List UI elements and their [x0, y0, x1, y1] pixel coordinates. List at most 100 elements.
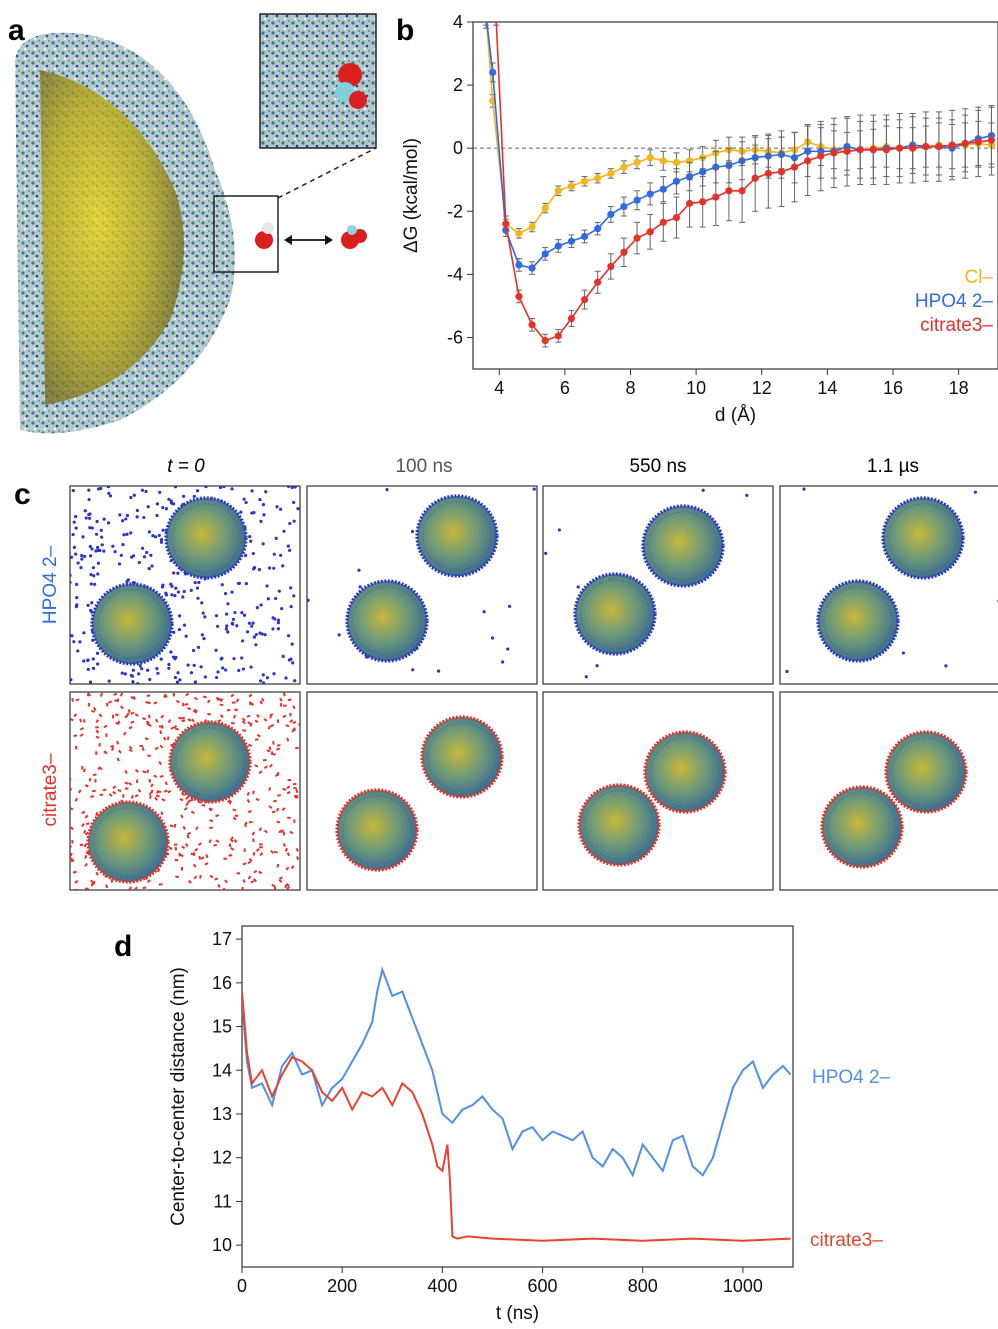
free-ion [276, 719, 280, 723]
free-ion [70, 786, 73, 791]
free-ion [90, 795, 95, 798]
y-tick-label: 10 [212, 1235, 232, 1255]
free-ion [174, 858, 179, 862]
free-ion [270, 849, 274, 854]
free-ion [71, 532, 75, 537]
free-ion [250, 701, 255, 706]
data-point [764, 169, 772, 178]
free-ion [251, 831, 256, 836]
free-ion [576, 585, 580, 589]
free-ion [164, 507, 168, 511]
plot-area [483, 22, 996, 348]
data-point [856, 146, 864, 154]
free-ion [231, 722, 235, 725]
series-2 [492, 22, 996, 348]
free-ion [95, 871, 99, 876]
free-ion [181, 792, 186, 796]
free-ion [98, 742, 102, 747]
free-ion [279, 697, 283, 702]
free-ion [248, 858, 253, 862]
free-ion [246, 798, 251, 803]
free-ion [148, 791, 153, 796]
free-ion [214, 648, 218, 652]
y-tick-label: 13 [212, 1104, 232, 1124]
free-ion [90, 601, 94, 605]
free-ion [186, 834, 190, 839]
free-ion [282, 843, 286, 848]
nanoparticle-ligands-0 [171, 503, 241, 573]
free-ion [100, 535, 104, 539]
free-ion [100, 543, 104, 547]
free-ion [71, 697, 74, 702]
free-ion [134, 713, 139, 717]
free-ion [72, 520, 76, 524]
free-ion [248, 701, 252, 706]
free-ion [141, 546, 145, 550]
free-ion [235, 698, 240, 703]
data-point [528, 223, 536, 231]
free-ion [385, 488, 389, 492]
data-point [633, 196, 641, 204]
data-point [580, 296, 589, 304]
free-ion [121, 543, 125, 547]
snapshot-content [70, 692, 300, 890]
free-ion [191, 648, 196, 653]
free-ion [78, 789, 82, 794]
free-ion [93, 582, 97, 586]
free-ion [252, 851, 256, 856]
free-ion [289, 830, 294, 835]
free-ion [295, 789, 299, 794]
free-ion [91, 666, 96, 670]
free-ion [95, 729, 100, 734]
free-ion [164, 591, 168, 595]
snapshot-r1-c3 [779, 691, 998, 891]
free-ion [155, 794, 160, 798]
free-ion [175, 875, 179, 879]
free-ion [72, 545, 77, 549]
free-ion [83, 843, 88, 848]
free-ion [242, 613, 247, 617]
free-ion [286, 785, 291, 790]
free-ion [145, 720, 150, 725]
free-ion [277, 589, 281, 593]
time-label-100ns: 100 ns [395, 456, 452, 477]
free-ion [262, 758, 267, 762]
free-ion [167, 790, 172, 794]
snapshot-r0-c2 [542, 485, 774, 685]
free-ion [117, 788, 122, 793]
y-tick-label: 4 [453, 12, 463, 32]
free-ion [244, 823, 247, 827]
free-ion [192, 852, 196, 856]
free-ion [508, 604, 512, 608]
nanoparticle-1 [577, 783, 661, 867]
snapshot-content [785, 487, 998, 674]
free-ion [252, 635, 256, 639]
data-point [830, 149, 838, 157]
free-ion [175, 699, 180, 704]
row-label-citrate: citrate3– [40, 753, 61, 826]
free-ion [108, 793, 113, 797]
free-ion [191, 718, 195, 723]
data-point [633, 158, 641, 166]
chart-b-free-energy: 4 6 8 10 12 14 16 18 -6 -4 -2 0 2 4 d (Å) ΔG (kcal/mol)… [401, 12, 998, 426]
data-point [817, 152, 825, 160]
free-ion [215, 839, 220, 843]
snapshot-content [307, 487, 536, 673]
free-ion [95, 719, 100, 724]
free-ion [118, 513, 122, 517]
snapshot-content [335, 715, 504, 872]
free-ion [288, 521, 292, 526]
free-ion [110, 747, 115, 752]
free-ion [169, 824, 174, 828]
free-ion [163, 694, 168, 699]
free-ion [258, 827, 262, 832]
free-ion [278, 830, 283, 833]
data-point [633, 234, 641, 242]
data-point [607, 262, 615, 271]
data-point [895, 144, 904, 152]
free-ion [229, 838, 234, 843]
free-ion [228, 800, 232, 805]
free-ion [293, 794, 297, 799]
y-tick-label: 16 [212, 973, 232, 993]
free-ion [172, 630, 176, 634]
